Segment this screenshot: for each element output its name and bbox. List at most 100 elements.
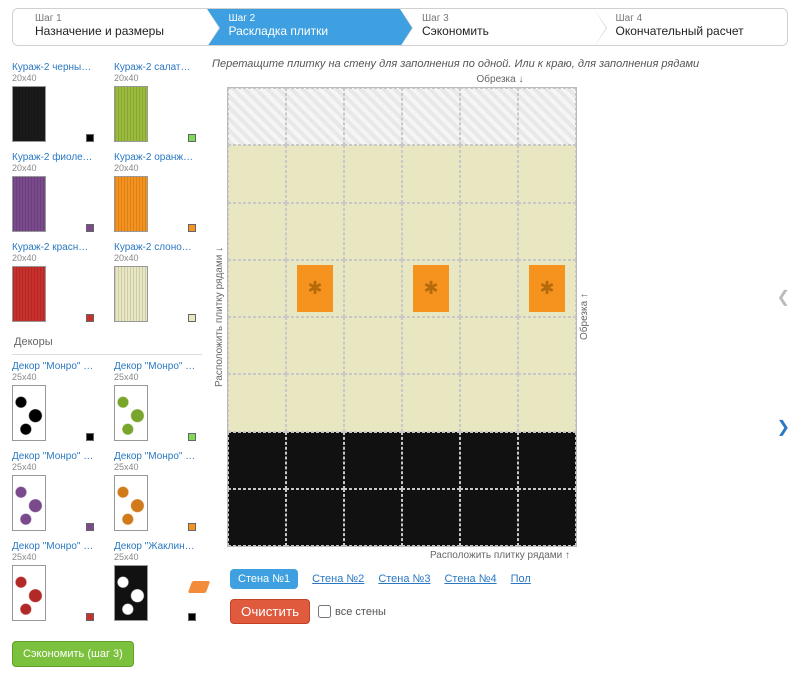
tile-thumb[interactable]	[114, 385, 148, 441]
wall-cell[interactable]	[286, 432, 344, 489]
save-button[interactable]: Сэкономить (шаг 3)	[12, 641, 134, 667]
wall-tab[interactable]: Стена №1	[230, 569, 298, 589]
rows-bottom-label[interactable]: Расположить плитку рядами ↑	[212, 550, 788, 561]
step[interactable]: Шаг 1Назначение и размеры	[13, 9, 207, 45]
wall-cell[interactable]	[344, 203, 402, 260]
color-chip	[86, 224, 94, 232]
tile-size: 20x40	[114, 73, 196, 83]
step[interactable]: Шаг 2Раскладка плитки	[207, 9, 401, 45]
placed-tile[interactable]: ✱	[297, 265, 333, 312]
wall-cell[interactable]	[402, 374, 460, 431]
wall-cell[interactable]	[228, 260, 286, 317]
tile-item[interactable]: Кураж-2 салатный 4...20x40	[114, 62, 196, 142]
wall-cell[interactable]	[286, 317, 344, 374]
wall-cell[interactable]	[286, 489, 344, 546]
wall-tab[interactable]: Стена №2	[312, 573, 364, 585]
tile-name: Кураж-2 фиолетов...	[12, 152, 94, 163]
tile-thumb[interactable]	[114, 475, 148, 531]
rows-left-label[interactable]: Расположить плитку рядами ↓	[212, 87, 227, 547]
wall-cell[interactable]	[518, 203, 576, 260]
tile-item[interactable]: Кураж-2 оранжевы...20x40	[114, 152, 196, 232]
tile-thumb[interactable]	[12, 475, 46, 531]
tile-thumb[interactable]	[12, 565, 46, 621]
wall-cell[interactable]	[228, 374, 286, 431]
wall-cell[interactable]	[518, 317, 576, 374]
decor-item[interactable]: Декор "Монро" фио...25x40	[12, 451, 94, 531]
wall-cell[interactable]	[286, 88, 344, 145]
wall-tab[interactable]: Стена №4	[444, 573, 496, 585]
placed-tile[interactable]: ✱	[413, 265, 449, 312]
step[interactable]: Шаг 3Сэкономить	[400, 9, 594, 45]
all-walls-checkbox[interactable]: все стены	[318, 605, 386, 618]
tile-thumb[interactable]	[114, 266, 148, 322]
wall-cell[interactable]	[402, 203, 460, 260]
wall-cell[interactable]	[286, 374, 344, 431]
wall-cell[interactable]	[228, 432, 286, 489]
wall-cell[interactable]	[228, 88, 286, 145]
wall-cell[interactable]	[344, 260, 402, 317]
placed-tile[interactable]: ✱	[529, 265, 565, 312]
wall-cell[interactable]	[460, 203, 518, 260]
eraser-icon[interactable]	[188, 581, 210, 593]
wall-cell[interactable]	[460, 374, 518, 431]
wall-cell[interactable]	[402, 317, 460, 374]
wall-cell[interactable]	[344, 88, 402, 145]
wall-cell[interactable]	[460, 145, 518, 202]
decor-item[interactable]: Декор "Монро" крас...25x40	[12, 541, 94, 621]
wall-cell[interactable]: ✱	[518, 260, 576, 317]
tile-item[interactable]: Кураж-2 слоновая к...20x40	[114, 242, 196, 322]
wall-tab[interactable]: Пол	[511, 573, 531, 585]
wall-cell[interactable]	[518, 489, 576, 546]
wall-cell[interactable]	[402, 432, 460, 489]
wall-cell[interactable]	[344, 432, 402, 489]
decor-item[interactable]: Декор "Монро" сал...25x40	[114, 361, 196, 441]
wall-cell[interactable]: ✱	[402, 260, 460, 317]
wall-cell[interactable]	[460, 88, 518, 145]
decor-item[interactable]: Декор "Жаклин" че...25x40	[114, 541, 196, 621]
wall-cell[interactable]	[286, 145, 344, 202]
tile-thumb[interactable]	[12, 86, 46, 142]
wall-cell[interactable]	[460, 489, 518, 546]
wall-cell[interactable]	[518, 88, 576, 145]
tile-item[interactable]: Кураж-2 фиолетов...20x40	[12, 152, 94, 232]
wall-cell[interactable]: ✱	[286, 260, 344, 317]
clear-button[interactable]: Очистить	[230, 599, 310, 624]
wall-cell[interactable]	[228, 203, 286, 260]
wall-cell[interactable]	[518, 432, 576, 489]
decor-item[interactable]: Декор "Монро" оран...25x40	[114, 451, 196, 531]
wall-cell[interactable]	[344, 317, 402, 374]
step[interactable]: Шаг 4Окончательный расчет	[594, 9, 788, 45]
wall-grid[interactable]: ✱ ✱ ✱	[227, 87, 577, 547]
wall-cell[interactable]	[228, 489, 286, 546]
wall-cell[interactable]	[402, 88, 460, 145]
wall-cell[interactable]	[460, 317, 518, 374]
wall-tabs: Стена №1 Стена №2 Стена №3 Стена №4 Пол	[230, 569, 788, 589]
decor-item[interactable]: Декор "Монро" чер...25x40	[12, 361, 94, 441]
all-walls-input[interactable]	[318, 605, 331, 618]
next-wall-icon[interactable]: ❯	[777, 417, 790, 437]
wall-cell[interactable]	[344, 374, 402, 431]
tile-item[interactable]: Кураж-2 черный 40...20x40	[12, 62, 94, 142]
tile-thumb[interactable]	[12, 266, 46, 322]
tile-thumb[interactable]	[114, 565, 148, 621]
wall-tab[interactable]: Стена №3	[378, 573, 430, 585]
tile-thumb[interactable]	[114, 86, 148, 142]
trim-top-label[interactable]: Обрезка ↓	[212, 74, 788, 85]
wall-cell[interactable]	[228, 317, 286, 374]
prev-wall-icon[interactable]: ❮	[777, 287, 790, 307]
wall-cell[interactable]	[402, 145, 460, 202]
tile-item[interactable]: Кураж-2 красный 4...20x40	[12, 242, 94, 322]
wall-cell[interactable]	[344, 145, 402, 202]
wall-cell[interactable]	[518, 374, 576, 431]
wall-cell[interactable]	[460, 260, 518, 317]
wall-cell[interactable]	[228, 145, 286, 202]
wall-cell[interactable]	[460, 432, 518, 489]
wall-cell[interactable]	[518, 145, 576, 202]
wall-cell[interactable]	[344, 489, 402, 546]
tile-thumb[interactable]	[12, 176, 46, 232]
wall-cell[interactable]	[402, 489, 460, 546]
tile-thumb[interactable]	[114, 176, 148, 232]
wall-cell[interactable]	[286, 203, 344, 260]
trim-right-label[interactable]: Обрезка ↑	[577, 87, 592, 547]
tile-thumb[interactable]	[12, 385, 46, 441]
